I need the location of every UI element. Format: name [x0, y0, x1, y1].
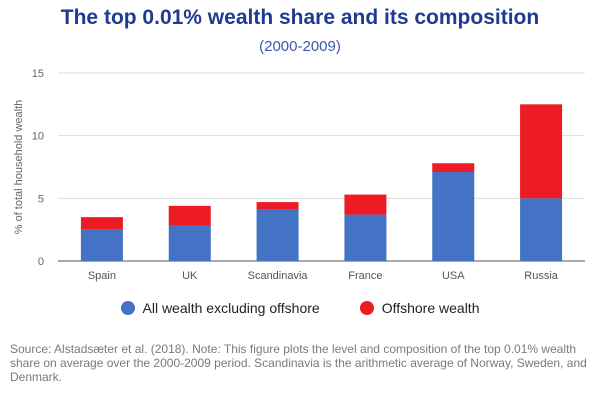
y-axis-title: % of total household wealth	[13, 100, 25, 235]
stacked-bar-chart: 0 5 10 15 % of total household wealth Spain UK…	[13, 68, 585, 282]
x-tick-label: France	[348, 270, 382, 282]
y-tick-label: 15	[32, 68, 44, 80]
x-tick-label: USA	[442, 270, 465, 282]
x-tick-label: Spain	[88, 270, 116, 282]
bar-excluding-offshore-uk	[168, 225, 211, 261]
legend-item-offshore: Offshore wealth	[359, 300, 480, 316]
bar-offshore-scandinavia	[256, 202, 299, 210]
legend-label-excluding-offshore: All wealth excluding offshore	[142, 300, 320, 316]
bar-offshore-usa	[432, 163, 475, 173]
bar-excluding-offshore-scandinavia	[256, 209, 299, 261]
bar-offshore-spain	[80, 217, 123, 230]
bar-offshore-uk	[168, 205, 211, 226]
x-tick-label: Russia	[524, 270, 559, 282]
legend-item-excluding-offshore: All wealth excluding offshore	[120, 300, 320, 316]
y-tick-label: 0	[38, 256, 44, 268]
bar-excluding-offshore-usa	[432, 172, 475, 261]
bar-excluding-offshore-russia	[520, 198, 563, 261]
bar-offshore-france	[344, 194, 387, 215]
source-footnote: Source: Alstadsæter et al. (2018). Note:…	[10, 342, 587, 384]
chart-subtitle: (2000-2009)	[259, 38, 341, 55]
x-tick-label: UK	[182, 270, 198, 282]
chart-legend: All wealth excluding offshore Offshore w…	[0, 300, 600, 316]
legend-swatch-offshore	[359, 301, 374, 315]
chart-title: The top 0.01% wealth share and its compo…	[60, 6, 540, 29]
y-tick-label: 10	[32, 131, 44, 143]
y-tick-label: 5	[38, 193, 44, 205]
bar-offshore-russia	[520, 104, 563, 199]
x-tick-label: Scandinavia	[248, 270, 309, 282]
bar-excluding-offshore-france	[344, 214, 387, 261]
bar-excluding-offshore-spain	[80, 229, 123, 261]
legend-swatch-excluding-offshore	[120, 301, 135, 315]
legend-label-offshore: Offshore wealth	[381, 300, 480, 316]
